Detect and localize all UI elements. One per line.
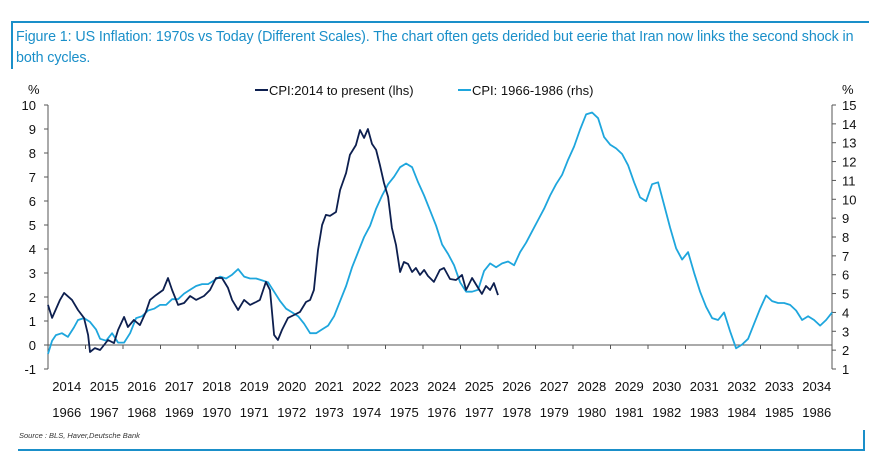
x-axis-label-secondary: 1986: [802, 405, 831, 420]
x-axis-label-primary: 2020: [277, 379, 306, 394]
left-axis-tick-label: 5: [29, 218, 36, 233]
right-axis-tick-label: 3: [842, 324, 849, 339]
x-axis-label-secondary: 1972: [277, 405, 306, 420]
right-axis-tick-label: 1: [842, 362, 849, 377]
left-axis-tick-label: 2: [29, 290, 36, 305]
left-axis-tick-label: 9: [29, 122, 36, 137]
right-axis-tick-label: 2: [842, 343, 849, 358]
right-axis-tick-label: 4: [842, 305, 849, 320]
right-axis-tick-label: 14: [842, 117, 856, 132]
x-axis-label-secondary: 1984: [727, 405, 756, 420]
right-axis-unit: %: [842, 82, 854, 97]
x-axis-label-secondary: 1983: [690, 405, 719, 420]
x-axis-label-secondary: 1970: [202, 405, 231, 420]
x-axis-label-primary: 2027: [540, 379, 569, 394]
x-axis-label-secondary: 1975: [390, 405, 419, 420]
right-axis-tick-label: 10: [842, 192, 856, 207]
x-axis-label-secondary: 1973: [315, 405, 344, 420]
x-axis-label-secondary: 1980: [577, 405, 606, 420]
frame-left-border: [11, 21, 13, 69]
left-axis-tick-label: -1: [24, 362, 36, 377]
left-axis-tick-label: 3: [29, 266, 36, 281]
x-axis-label-secondary: 1976: [427, 405, 456, 420]
right-axis-tick-label: 7: [842, 249, 849, 264]
x-axis-label-secondary: 1971: [240, 405, 269, 420]
x-axis-label-secondary: 1982: [652, 405, 681, 420]
x-axis-label-secondary: 1981: [615, 405, 644, 420]
right-axis-tick-label: 5: [842, 287, 849, 302]
x-axis-label-primary: 2022: [352, 379, 381, 394]
right-axis-tick-label: 9: [842, 211, 849, 226]
left-axis-tick-label: 0: [29, 338, 36, 353]
right-axis-tick-label: 11: [842, 173, 856, 188]
x-axis-label-primary: 2034: [802, 379, 831, 394]
left-axis-tick-label: 4: [29, 242, 36, 257]
x-axis-label-primary: 2015: [90, 379, 119, 394]
source-note: Source : BLS, Haver,Deutsche Bank: [19, 431, 140, 440]
x-axis-label-secondary: 1977: [465, 405, 494, 420]
x-axis-label-primary: 2028: [577, 379, 606, 394]
x-axis-label-primary: 2018: [202, 379, 231, 394]
x-axis-label-secondary: 1974: [352, 405, 381, 420]
legend-label-dark: CPI:2014 to present (lhs): [269, 83, 414, 98]
x-axis-label-primary: 2017: [165, 379, 194, 394]
left-axis-tick-label: 7: [29, 170, 36, 185]
x-axis-label-secondary: 1967: [90, 405, 119, 420]
x-axis-label-primary: 2025: [465, 379, 494, 394]
right-axis-tick-label: 8: [842, 230, 849, 245]
x-axis-label-primary: 2031: [690, 379, 719, 394]
right-axis-tick-label: 6: [842, 268, 849, 283]
right-axis-tick-label: 12: [842, 155, 856, 170]
x-axis-label-primary: 2019: [240, 379, 269, 394]
x-axis-label-primary: 2033: [765, 379, 794, 394]
left-axis-tick-label: 8: [29, 146, 36, 161]
left-axis-tick-label: 10: [22, 98, 36, 113]
frame-top-border: [11, 21, 869, 23]
x-axis-label-secondary: 1968: [127, 405, 156, 420]
legend-label-light: CPI: 1966-1986 (rhs): [472, 83, 593, 98]
x-axis-label-primary: 2021: [315, 379, 344, 394]
left-axis-tick-label: 1: [29, 314, 36, 329]
right-axis-tick-label: 15: [842, 98, 856, 113]
x-axis-label-secondary: 1978: [502, 405, 531, 420]
x-axis-label-primary: 2016: [127, 379, 156, 394]
x-axis-label-primary: 2014: [52, 379, 81, 394]
frame-bottom-border: [18, 449, 865, 451]
x-axis-label-secondary: 1979: [540, 405, 569, 420]
legend: CPI:2014 to present (lhs) CPI: 1966-1986…: [255, 83, 593, 98]
left-axis-unit: %: [28, 82, 40, 97]
x-axis-label-primary: 2024: [427, 379, 456, 394]
figure-title: Figure 1: US Inflation: 1970s vs Today (…: [16, 29, 854, 66]
x-axis-label-primary: 2030: [652, 379, 681, 394]
series-line-cpi-2014-present: [47, 128, 499, 353]
x-axis-label-secondary: 1985: [765, 405, 794, 420]
series-line-cpi-1966-1986: [47, 111, 833, 355]
x-axis-label-secondary: 1969: [165, 405, 194, 420]
x-axis-label-primary: 2023: [390, 379, 419, 394]
x-axis-label-primary: 2026: [502, 379, 531, 394]
x-axis-label-primary: 2032: [727, 379, 756, 394]
x-axis-label-secondary: 1966: [52, 405, 81, 420]
right-axis-tick-label: 13: [842, 136, 856, 151]
left-axis-tick-label: 6: [29, 194, 36, 209]
frame-right-border: [863, 430, 865, 451]
x-axis-label-primary: 2029: [615, 379, 644, 394]
